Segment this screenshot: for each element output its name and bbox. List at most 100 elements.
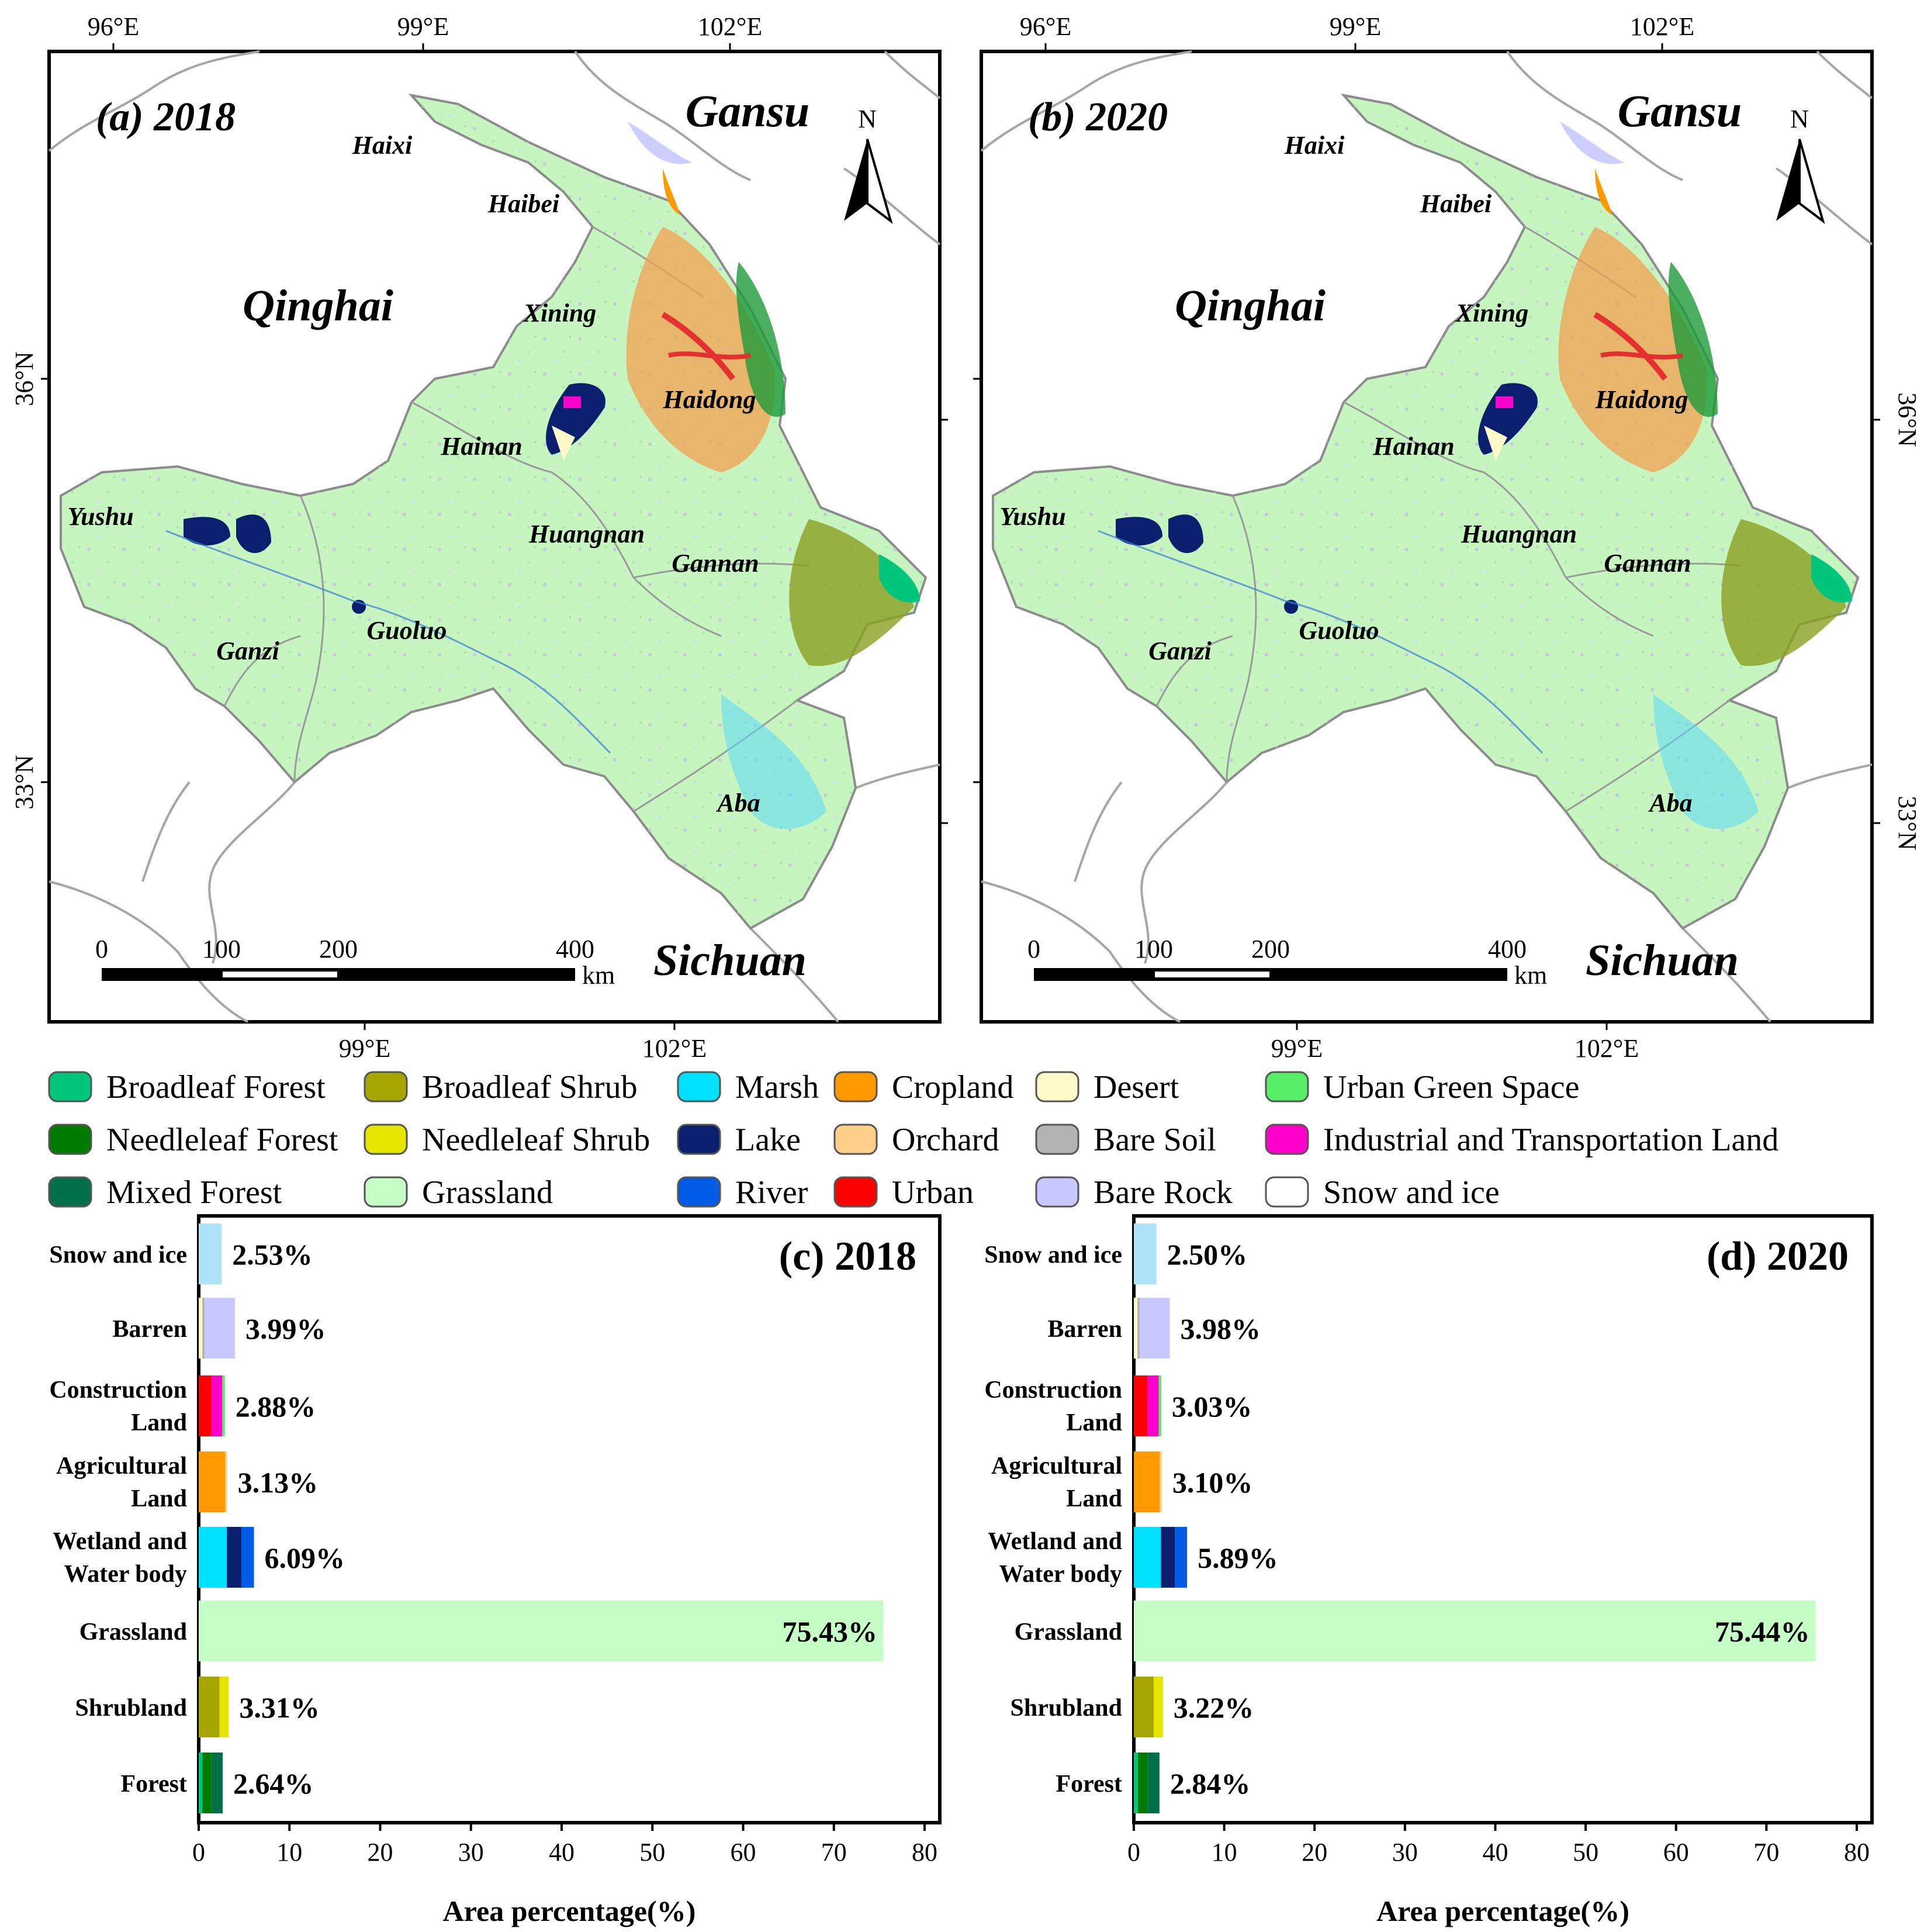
place-label-sichuan: Sichuan	[653, 936, 807, 985]
bar-segment-needleleaf-shrub	[1154, 1677, 1163, 1737]
plot-frame	[1132, 1214, 1874, 1824]
category-label: Construction	[49, 1377, 187, 1404]
legend-label: Cropland	[892, 1069, 1013, 1105]
legend: Broadleaf Forest Needleleaf Forest Mixed F…	[48, 1069, 1778, 1211]
place-label-xining: Xining	[522, 299, 597, 327]
category-label: Grassland	[79, 1619, 187, 1646]
bar-segment-desert	[1134, 1298, 1138, 1359]
place-label-guoluo: Guoluo	[1299, 616, 1379, 645]
category-label: Wetland and	[53, 1528, 187, 1555]
place-label-haibei: Haibei	[487, 189, 560, 218]
right-tick-label: 33°N	[1893, 796, 1922, 850]
bar-segment-orchard	[1160, 1451, 1162, 1512]
legend-item-industrial-and-transportation-land: Industrial and Transportation Land	[1265, 1122, 1778, 1158]
bar-segment-desert	[199, 1298, 203, 1359]
bar-segment-mixed-forest	[211, 1753, 223, 1813]
place-label-haidong: Haidong	[1595, 385, 1688, 414]
bar-segment-marsh	[1134, 1527, 1161, 1588]
bar-segment-snow-and-ice	[199, 1224, 222, 1284]
legend-label: Urban Green Space	[1323, 1069, 1579, 1105]
place-label-haibei: Haibei	[1420, 189, 1492, 218]
x-tick-label: 10	[1212, 1838, 1237, 1867]
legend-item-broadleaf-shrub: Broadleaf Shrub	[364, 1069, 638, 1105]
lakes	[184, 383, 605, 614]
place-label-gannan: Gannan	[1604, 549, 1691, 578]
bar-segment-cropland	[1134, 1451, 1160, 1512]
bar-segment-cropland	[199, 1451, 226, 1512]
legend-swatch	[677, 1124, 721, 1155]
x-tick-label: 10	[276, 1838, 302, 1867]
legend-swatch	[1265, 1071, 1309, 1102]
category-label: Agricultural	[56, 1453, 187, 1480]
place-label-aba: Aba	[715, 789, 760, 817]
left-tick-label: 33°N	[10, 755, 39, 809]
legend-label: Desert	[1094, 1069, 1179, 1105]
place-label-guoluo: Guoluo	[367, 616, 447, 645]
bar-segment-bare-soil	[1137, 1298, 1140, 1359]
map-panel-2018: Gansu Qinghai Sichuan Haixi Haibei Xining Haid…	[10, 12, 948, 1063]
bottom-tick-label: 99°E	[1271, 1034, 1323, 1063]
legend-swatch	[677, 1071, 721, 1102]
category-label: Snow and ice	[49, 1242, 187, 1269]
category-label: Construction	[984, 1377, 1122, 1404]
category-label: Land	[131, 1485, 187, 1512]
scale-label: 0	[95, 935, 108, 963]
legend-label: Lake	[735, 1122, 801, 1158]
bottom-tick-label: 99°E	[339, 1034, 390, 1063]
place-label-gansu: Gansu	[1618, 85, 1742, 136]
category-label: Land	[1066, 1409, 1122, 1436]
place-label-qinghai: Qinghai	[243, 281, 393, 330]
river-line	[165, 530, 611, 754]
place-label-haixi: Haixi	[352, 131, 413, 160]
x-tick-label: 0	[1127, 1838, 1140, 1867]
bar-chart-2018: 2.53% Snow and ice 3.99% Barren 2.88% Constru…	[49, 1214, 942, 1927]
legend-item-orchard: Orchard	[833, 1122, 999, 1158]
legend-label: Orchard	[892, 1122, 999, 1158]
legend-item-urban: Urban	[833, 1174, 974, 1211]
x-tick-label: 20	[368, 1838, 393, 1867]
legend-label: Bare Soil	[1094, 1122, 1216, 1158]
legend-swatch	[833, 1071, 878, 1102]
legend-item-cropland: Cropland	[833, 1069, 1013, 1105]
data-label: 2.53%	[232, 1238, 313, 1271]
scale-label: 100	[202, 935, 241, 963]
legend-item-needleleaf-shrub: Needleleaf Shrub	[364, 1122, 650, 1158]
legend-label: Needleleaf Shrub	[422, 1122, 650, 1158]
place-label-hainan: Hainan	[440, 432, 522, 461]
x-tick-label: 40	[549, 1838, 575, 1867]
x-axis-label: Area percentage(%)	[443, 1895, 696, 1927]
top-tick-label: 99°E	[1330, 12, 1381, 41]
place-label-sichuan: Sichuan	[1586, 936, 1739, 985]
data-label: 3.03%	[1172, 1390, 1252, 1423]
legend-label: Grassland	[422, 1174, 553, 1211]
legend-swatch	[1035, 1071, 1079, 1102]
left-tick-label: 36°N	[10, 351, 39, 406]
legend-label: Broadleaf Shrub	[422, 1069, 638, 1105]
category-label: Agricultural	[991, 1453, 1122, 1480]
eastern-land-cover	[1558, 122, 1852, 829]
bottom-tick-label: 102°E	[1575, 1034, 1639, 1063]
legend-swatch	[1265, 1176, 1309, 1208]
data-label: 2.64%	[233, 1767, 313, 1800]
province-boundaries	[980, 50, 1873, 1023]
data-label: 75.44%	[1715, 1615, 1810, 1648]
place-label-ganzi: Ganzi	[1148, 637, 1212, 665]
legend-swatch	[48, 1176, 92, 1208]
legend-label: Snow and ice	[1323, 1174, 1500, 1211]
x-tick-label: 40	[1483, 1838, 1508, 1867]
scale-unit: km	[582, 961, 615, 990]
legend-item-needleleaf-forest: Needleleaf Forest	[48, 1122, 338, 1158]
top-tick-label: 102°E	[698, 12, 762, 41]
data-label: 3.98%	[1181, 1312, 1261, 1345]
map-panel-2020: Gansu Qinghai Sichuan Haixi Haibei Xining Haid…	[973, 12, 1922, 1063]
legend-item-grassland: Grassland	[364, 1174, 553, 1211]
bar-segment-river	[241, 1527, 254, 1588]
legend-label: Urban	[892, 1174, 974, 1211]
legend-swatch	[364, 1176, 408, 1208]
north-arrow-icon: N	[1776, 105, 1825, 224]
bar-segment-broadleaf-forest	[1134, 1753, 1138, 1813]
bar-chart-2020: 2.50% Snow and ice 3.98% Barren 3.03% Constru…	[984, 1214, 1874, 1927]
top-tick-label: 99°E	[397, 12, 449, 41]
bar-segment-urban	[199, 1375, 212, 1436]
